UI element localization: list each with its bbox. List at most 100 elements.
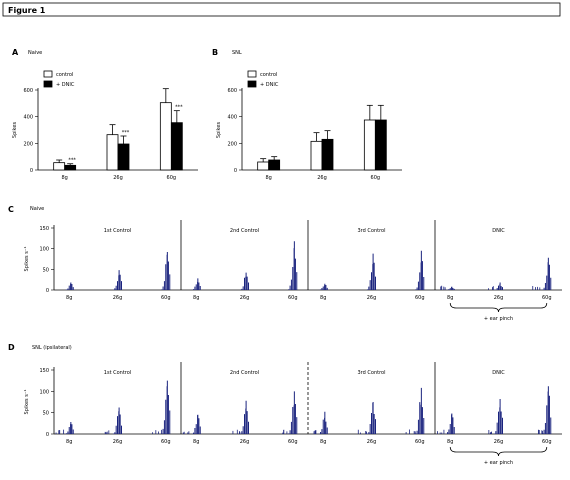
panel-c-x-tick-label: 26g: [240, 295, 250, 301]
panel-d-baseline-spikes: [55, 429, 65, 434]
panel-a-y-tick-label: 400: [23, 115, 33, 121]
panel-d-x-tick-label: 60g: [288, 439, 298, 445]
figure-title: Figure 1: [8, 6, 46, 15]
panel-d-letter: D: [8, 343, 15, 352]
panel-b-bar-chart: 0 200 400 600 Spikes 8g 26g 60g control + DNIC: [216, 70, 402, 181]
panel-b-legend-swatch: [247, 80, 257, 88]
panel-d-segment-label: DNIC: [492, 370, 505, 376]
panel-c-y-tick-label: 150: [39, 226, 49, 232]
panel-d-baseline-spikes: [232, 429, 241, 434]
panel-d-x-tick-label: 8g: [320, 439, 326, 445]
panel-b-x-tick-label: 60g: [371, 175, 381, 181]
panel-a-letter: A: [12, 48, 19, 57]
panel-d-x-tick-label: 8g: [193, 439, 199, 445]
panel-c-response-peak: [542, 257, 552, 290]
panel-c-x-tick-label: 26g: [113, 295, 123, 301]
panel-d-baseline-spikes: [182, 431, 190, 434]
panel-c-x-tick-label: 60g: [415, 295, 425, 301]
panel-c-y-axis-label: Spikes s⁻¹: [24, 247, 30, 272]
panel-c-x-tick-label: 26g: [494, 295, 504, 301]
panel-a-legend-label: + DNIC: [56, 82, 75, 88]
panel-b-bar: [321, 138, 334, 171]
panel-d-y-tick-label: 0: [46, 432, 49, 438]
panel-c-response-peak: [64, 282, 74, 290]
panel-d-x-tick-label: 8g: [447, 439, 453, 445]
panel-c-letter: C: [8, 205, 14, 214]
panel-b-y-tick-label: 200: [227, 141, 237, 147]
panel-d-baseline-spikes: [437, 429, 445, 434]
panel-c-response-peak: [445, 286, 455, 290]
panel-d-baseline-spikes: [152, 429, 163, 434]
panel-d-x-tick-label: 26g: [240, 439, 250, 445]
panel-c-response-peak: [288, 241, 298, 290]
panel-a-bar: [106, 134, 119, 171]
panel-c-response-peak: [367, 253, 376, 290]
panel-c-subtitle: Naive: [30, 206, 44, 212]
panel-d-response-peak: [494, 399, 503, 434]
panel-c-response-peak: [494, 282, 503, 290]
panel-c-response-peak: [113, 270, 122, 290]
panel-c-y-tick-label: 100: [39, 247, 49, 253]
panel-b-bar: [310, 140, 323, 171]
panel-c-brace-label: + ear pinch: [484, 316, 513, 322]
panel-d-response-peak: [415, 387, 425, 434]
panel-a-x-tick-label: 60g: [167, 175, 177, 181]
panel-c-segment-label: DNIC: [492, 228, 505, 234]
panel-c-response-peak: [240, 272, 249, 290]
panel-d-response-peak: [113, 407, 122, 434]
panel-a-y-tick-label: 0: [30, 168, 33, 174]
panel-d-segment-label: 2nd Control: [230, 370, 259, 376]
panel-d-x-tick-label: 8g: [66, 439, 72, 445]
panel-d-response-peak: [240, 400, 249, 434]
panel-b-subtitle: SNL: [232, 50, 242, 56]
panel-c-x-tick-label: 8g: [447, 295, 453, 301]
panel-d-brace: [449, 446, 548, 457]
panel-b-x-tick-label: 26g: [317, 175, 327, 181]
panel-a-bar: [117, 143, 130, 171]
panel-d-x-tick-label: 60g: [161, 439, 171, 445]
panel-d-subtitle: SNL (ipsilateral): [32, 345, 72, 351]
panel-d-response-peak: [367, 402, 376, 434]
panel-d-response-peak: [318, 411, 328, 434]
panel-a-legend-swatch: [43, 80, 53, 88]
panel-a-x-tick-label: 8g: [61, 175, 67, 181]
panel-d-response-peak: [445, 413, 455, 434]
panel-d-segment-label: 1st Control: [104, 370, 131, 376]
panel-d-histogram: 0 50 100 150 Spikes s⁻¹ 1st Control 8g 26g 60g 2n…: [24, 362, 562, 466]
panel-b-bar: [268, 159, 281, 171]
panel-d-x-tick-label: 60g: [542, 439, 552, 445]
panel-c-x-tick-label: 8g: [193, 295, 199, 301]
panel-d-baseline-spikes: [488, 430, 492, 434]
panel-d-brace-label: + ear pinch: [484, 460, 513, 466]
panel-c-x-tick-label: 8g: [320, 295, 326, 301]
panel-c-y-tick-label: 50: [43, 267, 49, 273]
panel-a-y-tick-label: 600: [23, 88, 33, 94]
panel-d-baseline-spikes: [537, 429, 543, 434]
panel-c-response-peak: [191, 278, 201, 290]
panel-c-x-tick-label: 60g: [542, 295, 552, 301]
panel-d-response-peak: [288, 391, 298, 434]
panel-c-baseline-spikes: [488, 286, 494, 290]
panel-b-x-tick-label: 8g: [265, 175, 271, 181]
panel-b-letter: B: [212, 48, 218, 57]
panel-b-bar: [363, 119, 376, 171]
panel-d-response-peak: [161, 380, 171, 434]
panel-c-y-tick-label: 0: [46, 288, 49, 294]
panel-d-y-tick-label: 100: [39, 389, 49, 395]
panel-d-x-tick-label: 26g: [113, 439, 123, 445]
panel-d-baseline-spikes: [313, 430, 317, 434]
panel-d-x-tick-label: 26g: [367, 439, 377, 445]
panel-c-response-peak: [318, 283, 328, 290]
panel-d-response-peak: [191, 414, 201, 434]
panel-a-bar: [64, 164, 77, 171]
panel-a-bar-chart: 0 200 400 600 Spikes 8g *** 26g *** 60g *** control…: [12, 70, 198, 181]
panel-c-baseline-spikes: [532, 285, 541, 290]
panel-b-bar: [257, 161, 270, 171]
panel-c-brace: [449, 302, 548, 313]
panel-d-x-tick-label: 60g: [415, 439, 425, 445]
panel-b-legend-label: control: [260, 72, 277, 78]
panel-c-segment-label: 1st Control: [104, 228, 131, 234]
panel-a-bar: [159, 102, 172, 171]
panel-d-response-peak: [542, 386, 552, 434]
